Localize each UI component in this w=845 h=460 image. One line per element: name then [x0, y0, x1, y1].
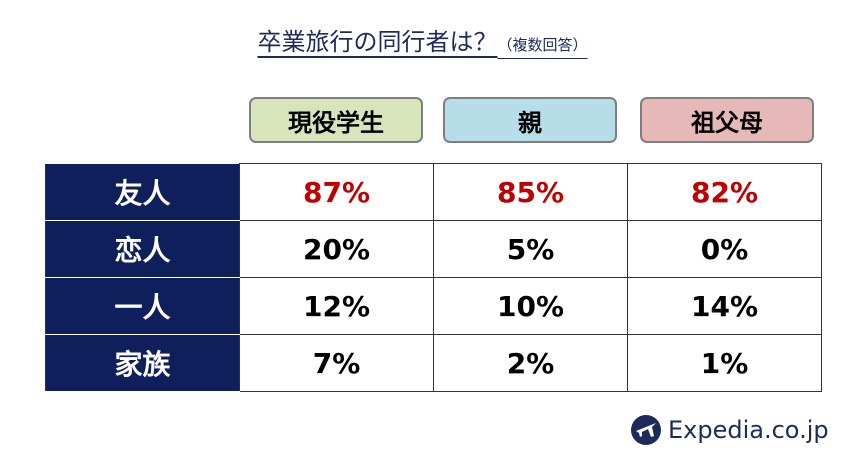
cell: 5% — [433, 220, 628, 278]
cell: 14% — [627, 277, 822, 335]
logo-icon — [631, 415, 661, 445]
row-header: 一人 — [45, 277, 240, 335]
logo: Expedia.co.jp — [630, 414, 829, 446]
cell: 87% — [239, 163, 434, 221]
cell: 12% — [239, 277, 434, 335]
cell: 85% — [433, 163, 628, 221]
row-header: 友人 — [45, 163, 240, 221]
table-row: 友人 87% 85% 82% — [45, 163, 822, 221]
cell: 82% — [627, 163, 822, 221]
cell: 10% — [433, 277, 628, 335]
subtitle: （複数回答） — [497, 36, 588, 54]
table-row: 一人 12% 10% 14% — [45, 277, 822, 335]
title: 卒業旅行の同行者は？ — [257, 28, 498, 56]
table-row: 恋人 20% 5% 0% — [45, 220, 822, 278]
column-header: 親 — [443, 97, 617, 143]
row-header: 恋人 — [45, 220, 240, 278]
logo-text: Expedia.co.jp — [668, 416, 829, 444]
table-row: 家族 7% 2% 1% — [45, 334, 822, 392]
cell: 1% — [627, 334, 822, 392]
cell: 7% — [239, 334, 434, 392]
column-header: 現役学生 — [249, 97, 423, 143]
cell: 20% — [239, 220, 434, 278]
cell: 2% — [433, 334, 628, 392]
row-header: 家族 — [45, 334, 240, 392]
column-header: 祖父母 — [640, 97, 814, 143]
title-block: 卒業旅行の同行者は？（複数回答） — [0, 22, 845, 57]
table: 友人 87% 85% 82% 恋人 20% 5% 0% 一人 12% 10% 14% 家族 7% 2% 1% — [45, 163, 822, 392]
cell: 0% — [627, 220, 822, 278]
